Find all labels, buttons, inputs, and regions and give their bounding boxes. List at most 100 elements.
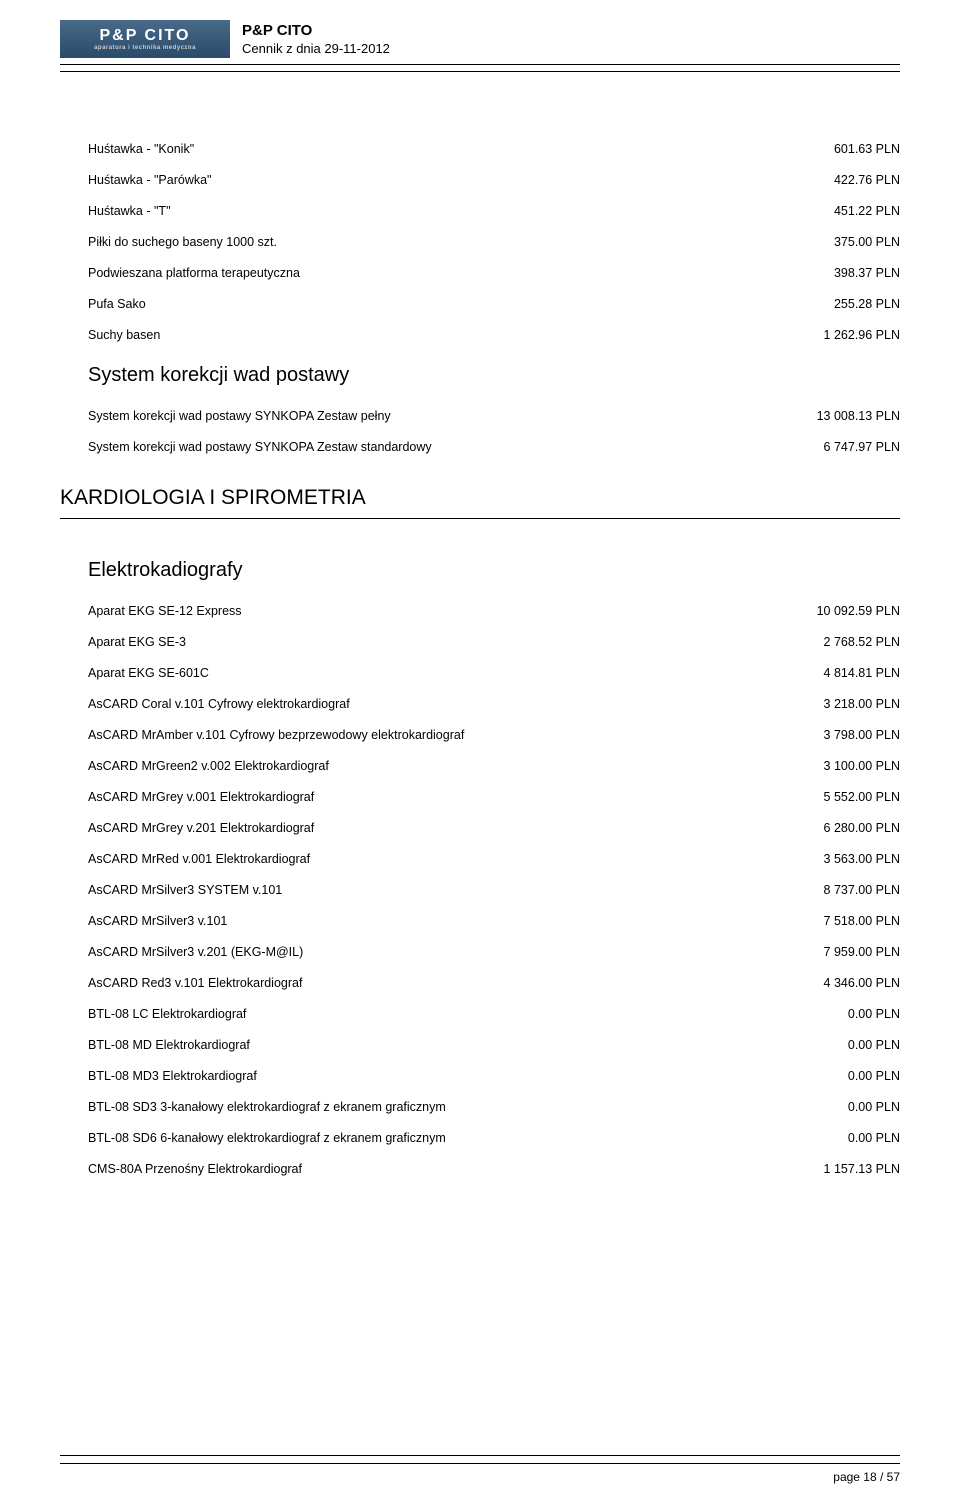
price-list-section-4: Aparat EKG SE-12 Express10 092.59 PLNApa… [88,604,900,1176]
price-item-label: System korekcji wad postawy SYNKOPA Zest… [88,440,804,454]
price-item-value: 3 100.00 PLN [804,759,900,773]
price-item-value: 3 218.00 PLN [804,697,900,711]
price-item-value: 4 346.00 PLN [804,976,900,990]
page-footer: page 18 / 57 [60,1463,900,1484]
price-item-label: Pufa Sako [88,297,814,311]
price-row: BTL-08 SD6 6-kanałowy elektrokardiograf … [88,1131,900,1145]
price-item-value: 2 768.52 PLN [804,635,900,649]
price-item-value: 7 518.00 PLN [804,914,900,928]
company-logo: P&P CITO aparatura i technika medyczna [60,20,230,58]
page-number: page 18 / 57 [833,1470,900,1484]
price-item-label: AsCARD MrSilver3 SYSTEM v.101 [88,883,804,897]
price-item-value: 375.00 PLN [814,235,900,249]
price-item-value: 422.76 PLN [814,173,900,187]
section-heading-elektrokadiografy: Elektrokadiografy [88,559,900,582]
price-item-label: CMS-80A Przenośny Elektrokardiograf [88,1162,804,1176]
price-row: BTL-08 MD3 Elektrokardiograf0.00 PLN [88,1069,900,1083]
price-item-label: Huśtawka - "Parówka" [88,173,814,187]
header-text-block: P&P CITO Cennik z dnia 29-11-2012 [242,20,390,56]
price-item-label: Huśtawka - "T" [88,204,814,218]
price-item-label: AsCARD MrGreen2 v.002 Elektrokardiograf [88,759,804,773]
logo-main-text: P&P CITO [100,27,191,45]
price-item-label: AsCARD MrAmber v.101 Cyfrowy bezprzewodo… [88,728,804,742]
price-row: AsCARD MrSilver3 v.201 (EKG-M@IL)7 959.0… [88,945,900,959]
price-item-label: System korekcji wad postawy SYNKOPA Zest… [88,409,797,423]
price-row: AsCARD MrGrey v.001 Elektrokardiograf5 5… [88,790,900,804]
price-row: AsCARD MrGreen2 v.002 Elektrokardiograf3… [88,759,900,773]
price-item-label: BTL-08 SD6 6-kanałowy elektrokardiograf … [88,1131,828,1145]
price-item-value: 6 280.00 PLN [804,821,900,835]
price-item-label: AsCARD Red3 v.101 Elektrokardiograf [88,976,804,990]
price-item-value: 0.00 PLN [828,1007,900,1021]
price-row: System korekcji wad postawy SYNKOPA Zest… [88,440,900,454]
price-item-label: Suchy basen [88,328,804,342]
price-row: Huśtawka - "Konik"601.63 PLN [88,142,900,156]
price-item-value: 1 262.96 PLN [804,328,900,342]
price-row: Aparat EKG SE-12 Express10 092.59 PLN [88,604,900,618]
price-item-label: AsCARD MrRed v.001 Elektrokardiograf [88,852,804,866]
price-item-value: 3 563.00 PLN [804,852,900,866]
price-item-label: AsCARD MrGrey v.001 Elektrokardiograf [88,790,804,804]
price-item-value: 0.00 PLN [828,1100,900,1114]
price-item-value: 0.00 PLN [828,1069,900,1083]
price-item-label: Huśtawka - "Konik" [88,142,814,156]
price-row: Huśtawka - "Parówka"422.76 PLN [88,173,900,187]
header-rule [60,71,900,72]
price-item-label: Aparat EKG SE-3 [88,635,804,649]
price-item-label: BTL-08 SD3 3-kanałowy elektrokardiograf … [88,1100,828,1114]
price-row: BTL-08 SD3 3-kanałowy elektrokardiograf … [88,1100,900,1114]
price-row: Suchy basen1 262.96 PLN [88,328,900,342]
price-row: BTL-08 LC Elektrokardiograf0.00 PLN [88,1007,900,1021]
price-item-label: BTL-08 MD Elektrokardiograf [88,1038,828,1052]
price-row: AsCARD Coral v.101 Cyfrowy elektrokardio… [88,697,900,711]
section-heading-kardiologia: KARDIOLOGIA I SPIROMETRIA [60,486,900,519]
price-item-value: 451.22 PLN [814,204,900,218]
price-item-value: 6 747.97 PLN [804,440,900,454]
header-title: P&P CITO [242,22,390,39]
header-subtitle: Cennik z dnia 29-11-2012 [242,41,390,56]
price-item-value: 3 798.00 PLN [804,728,900,742]
price-item-value: 13 008.13 PLN [797,409,900,423]
price-item-value: 255.28 PLN [814,297,900,311]
price-list-section-2: System korekcji wad postawy SYNKOPA Zest… [88,409,900,454]
price-item-label: BTL-08 LC Elektrokardiograf [88,1007,828,1021]
footer-rule-upper [60,1455,900,1456]
price-item-label: AsCARD MrSilver3 v.201 (EKG-M@IL) [88,945,804,959]
price-item-value: 0.00 PLN [828,1038,900,1052]
price-item-label: Podwieszana platforma terapeutyczna [88,266,814,280]
price-list-section-1: Huśtawka - "Konik"601.63 PLNHuśtawka - "… [88,142,900,342]
section-heading-postawy: System korekcji wad postawy [88,364,900,387]
price-row: System korekcji wad postawy SYNKOPA Zest… [88,409,900,423]
price-item-label: AsCARD MrSilver3 v.101 [88,914,804,928]
price-item-value: 0.00 PLN [828,1131,900,1145]
price-item-value: 1 157.13 PLN [804,1162,900,1176]
price-row: Aparat EKG SE-32 768.52 PLN [88,635,900,649]
logo-sub-text: aparatura i technika medyczna [94,45,196,51]
price-item-value: 5 552.00 PLN [804,790,900,804]
price-item-value: 7 959.00 PLN [804,945,900,959]
price-row: Huśtawka - "T"451.22 PLN [88,204,900,218]
price-row: CMS-80A Przenośny Elektrokardiograf1 157… [88,1162,900,1176]
price-row: Aparat EKG SE-601C4 814.81 PLN [88,666,900,680]
price-row: Piłki do suchego baseny 1000 szt.375.00 … [88,235,900,249]
price-row: AsCARD Red3 v.101 Elektrokardiograf4 346… [88,976,900,990]
price-row: AsCARD MrSilver3 SYSTEM v.1018 737.00 PL… [88,883,900,897]
price-item-value: 4 814.81 PLN [804,666,900,680]
price-row: Pufa Sako255.28 PLN [88,297,900,311]
price-item-label: AsCARD Coral v.101 Cyfrowy elektrokardio… [88,697,804,711]
page-header: P&P CITO aparatura i technika medyczna P… [60,20,900,65]
price-item-label: Aparat EKG SE-12 Express [88,604,797,618]
price-item-label: Aparat EKG SE-601C [88,666,804,680]
price-item-value: 601.63 PLN [814,142,900,156]
price-item-value: 398.37 PLN [814,266,900,280]
price-row: AsCARD MrRed v.001 Elektrokardiograf3 56… [88,852,900,866]
price-item-label: AsCARD MrGrey v.201 Elektrokardiograf [88,821,804,835]
price-row: Podwieszana platforma terapeutyczna398.3… [88,266,900,280]
price-item-value: 10 092.59 PLN [797,604,900,618]
price-row: AsCARD MrSilver3 v.1017 518.00 PLN [88,914,900,928]
price-item-label: BTL-08 MD3 Elektrokardiograf [88,1069,828,1083]
price-row: AsCARD MrGrey v.201 Elektrokardiograf6 2… [88,821,900,835]
price-row: BTL-08 MD Elektrokardiograf0.00 PLN [88,1038,900,1052]
price-item-value: 8 737.00 PLN [804,883,900,897]
price-item-label: Piłki do suchego baseny 1000 szt. [88,235,814,249]
